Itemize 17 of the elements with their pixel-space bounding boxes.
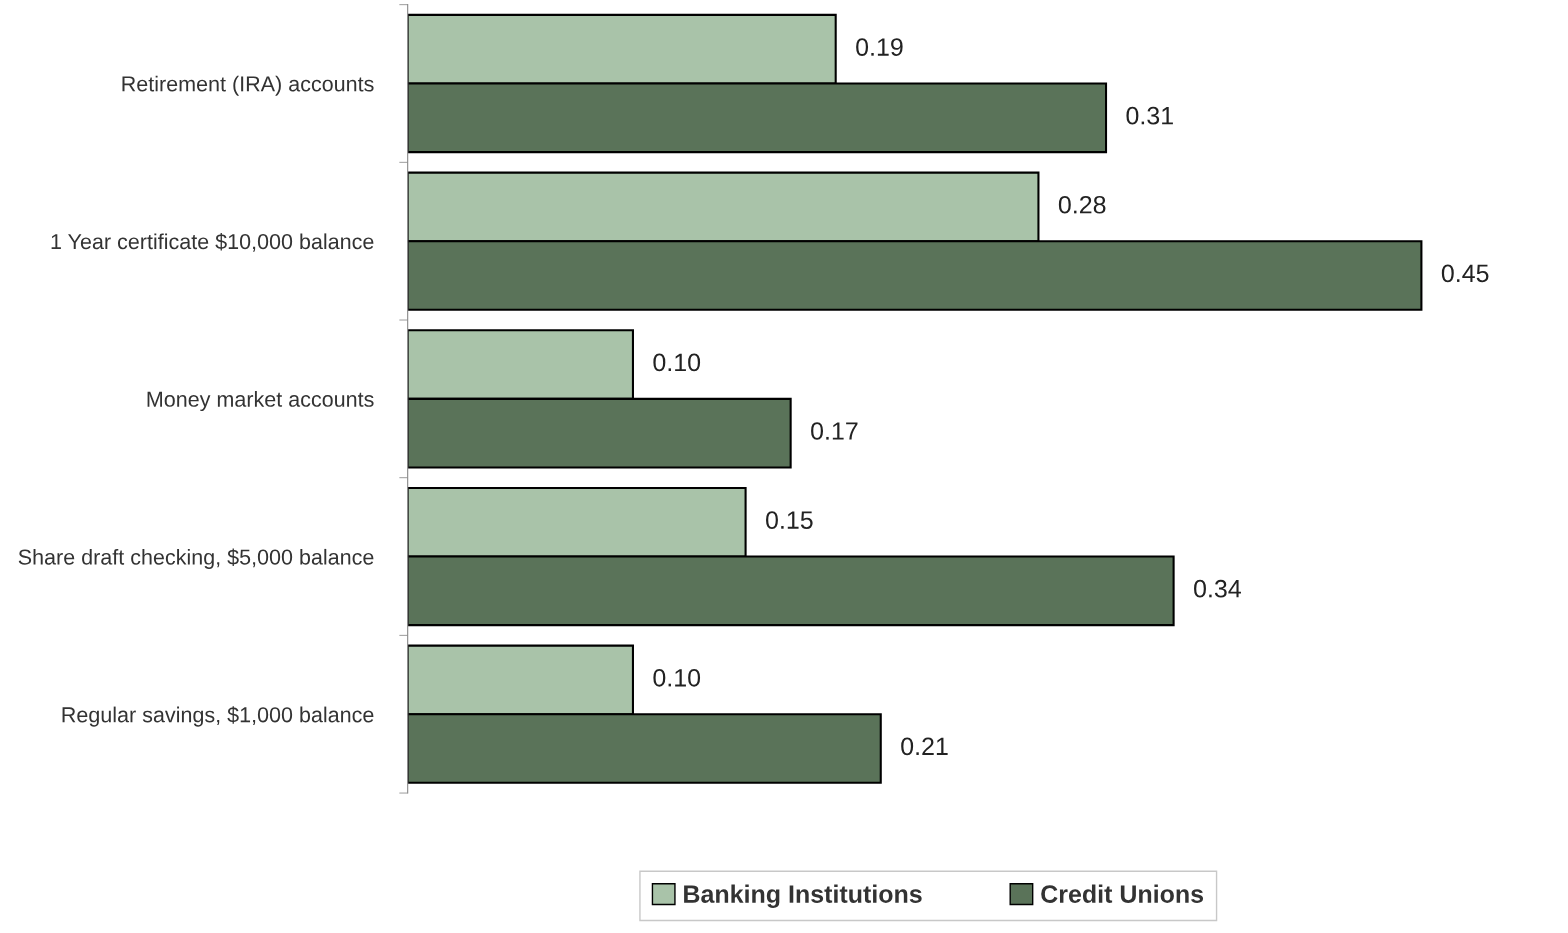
data-label: 0.10 [653,668,701,687]
data-label: 0.31 [1126,106,1173,125]
data-label: 0.45 [1441,264,1489,283]
y-tick-label: Share draft checking, $5,000 balance [18,548,374,569]
data-label: 0.21 [901,737,948,756]
data-label: 0.10 [653,353,701,372]
y-tick-label: 1 Year certificate $10,000 balance [51,233,374,252]
legend-label: Credit Unions [1041,884,1204,903]
data-label: 0.34 [1194,579,1241,598]
data-label: 0.15 [766,511,813,529]
data-label: 0.17 [811,422,858,440]
data-label: 0.28 [1058,195,1106,214]
y-tick-label: Regular savings, $1,000 balance [62,706,374,727]
data-label: 0.19 [856,38,903,56]
y-tick-label: Money market accounts [147,391,374,412]
legend-label: Banking Institutions [684,884,922,908]
y-tick-label: Retirement (IRA) accounts [122,75,374,96]
